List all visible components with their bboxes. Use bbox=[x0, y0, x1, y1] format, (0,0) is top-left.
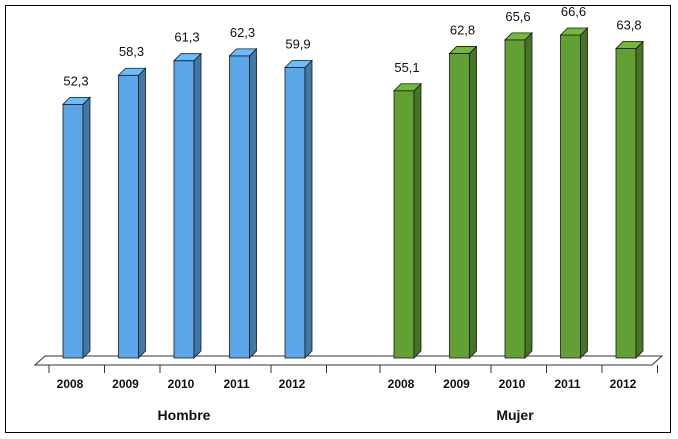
data-label: 63,8 bbox=[616, 18, 641, 33]
x-tick-label: 2009 bbox=[443, 377, 470, 391]
x-tick-label: 2009 bbox=[112, 377, 139, 391]
x-tick-label: 2008 bbox=[388, 377, 415, 391]
x-tick-label: 2011 bbox=[554, 377, 580, 391]
bar-hombre-2009 bbox=[117, 67, 147, 359]
data-label: 61,3 bbox=[174, 30, 199, 45]
bar-hombre-2008 bbox=[62, 96, 91, 359]
x-tick-label: 2010 bbox=[168, 377, 195, 391]
bar-hombre-2010 bbox=[173, 52, 202, 359]
group-label-mujer: Mujer bbox=[496, 407, 534, 423]
data-label: 62,8 bbox=[450, 22, 475, 37]
bar-mujer-2011 bbox=[559, 27, 589, 359]
x-tick-label: 2012 bbox=[279, 377, 306, 391]
data-label: 65,6 bbox=[505, 9, 530, 24]
bar-mujer-2009 bbox=[448, 45, 478, 359]
data-label: 55,1 bbox=[394, 60, 419, 75]
bar-mujer-2010 bbox=[504, 31, 533, 359]
data-label: 58,3 bbox=[119, 44, 144, 59]
x-tick-label: 2011 bbox=[223, 377, 249, 391]
group-label-hombre: Hombre bbox=[158, 407, 211, 423]
data-label: 59,9 bbox=[285, 36, 310, 51]
x-tick-label: 2010 bbox=[499, 377, 526, 391]
bar-mujer-2008 bbox=[393, 82, 422, 359]
bar-hombre-2012 bbox=[284, 59, 313, 359]
bar-mujer-2012 bbox=[615, 40, 644, 359]
x-tick-label: 2008 bbox=[57, 377, 84, 391]
data-label: 66,6 bbox=[561, 4, 586, 19]
x-tick-label: 2012 bbox=[610, 377, 637, 391]
data-label: 62,3 bbox=[230, 25, 255, 40]
bar-hombre-2011 bbox=[228, 47, 258, 359]
data-label: 52,3 bbox=[63, 73, 88, 88]
